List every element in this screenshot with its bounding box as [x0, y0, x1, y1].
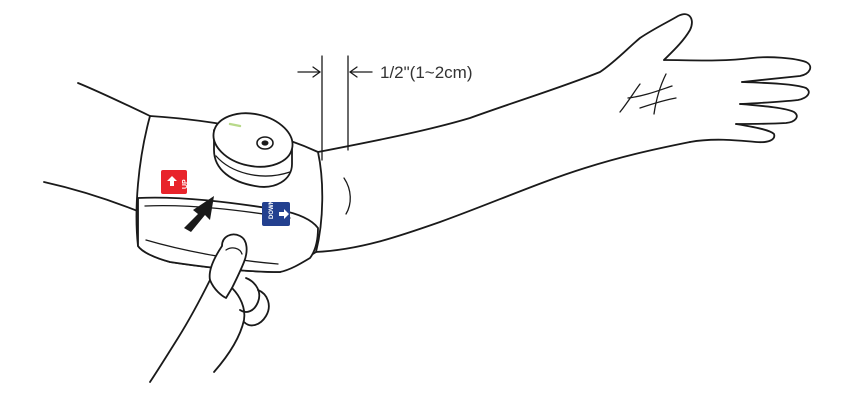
down-tab: DOWN	[262, 200, 290, 226]
helping-hand	[149, 233, 270, 383]
hand	[619, 56, 812, 144]
up-arrow-icon	[167, 176, 177, 186]
up-tab-label: UP	[182, 179, 189, 189]
push-arrow-icon	[184, 196, 214, 232]
arrow-left-icon	[349, 66, 358, 78]
bp-monitor-device	[212, 112, 294, 188]
measurement-label: 1/2"(1~2cm)	[380, 63, 473, 82]
measurement-guide: 1/2"(1~2cm)	[297, 55, 473, 161]
arrow-right-icon	[312, 66, 321, 78]
left-forearm	[43, 82, 151, 213]
up-tab: UP	[161, 170, 189, 194]
down-tab-label: DOWN	[269, 200, 275, 219]
down-arrow-icon	[279, 209, 289, 219]
down-tab-background	[262, 202, 290, 226]
device-indicator	[228, 122, 242, 128]
extended-arm	[314, 13, 693, 253]
device-button-center	[261, 140, 269, 146]
